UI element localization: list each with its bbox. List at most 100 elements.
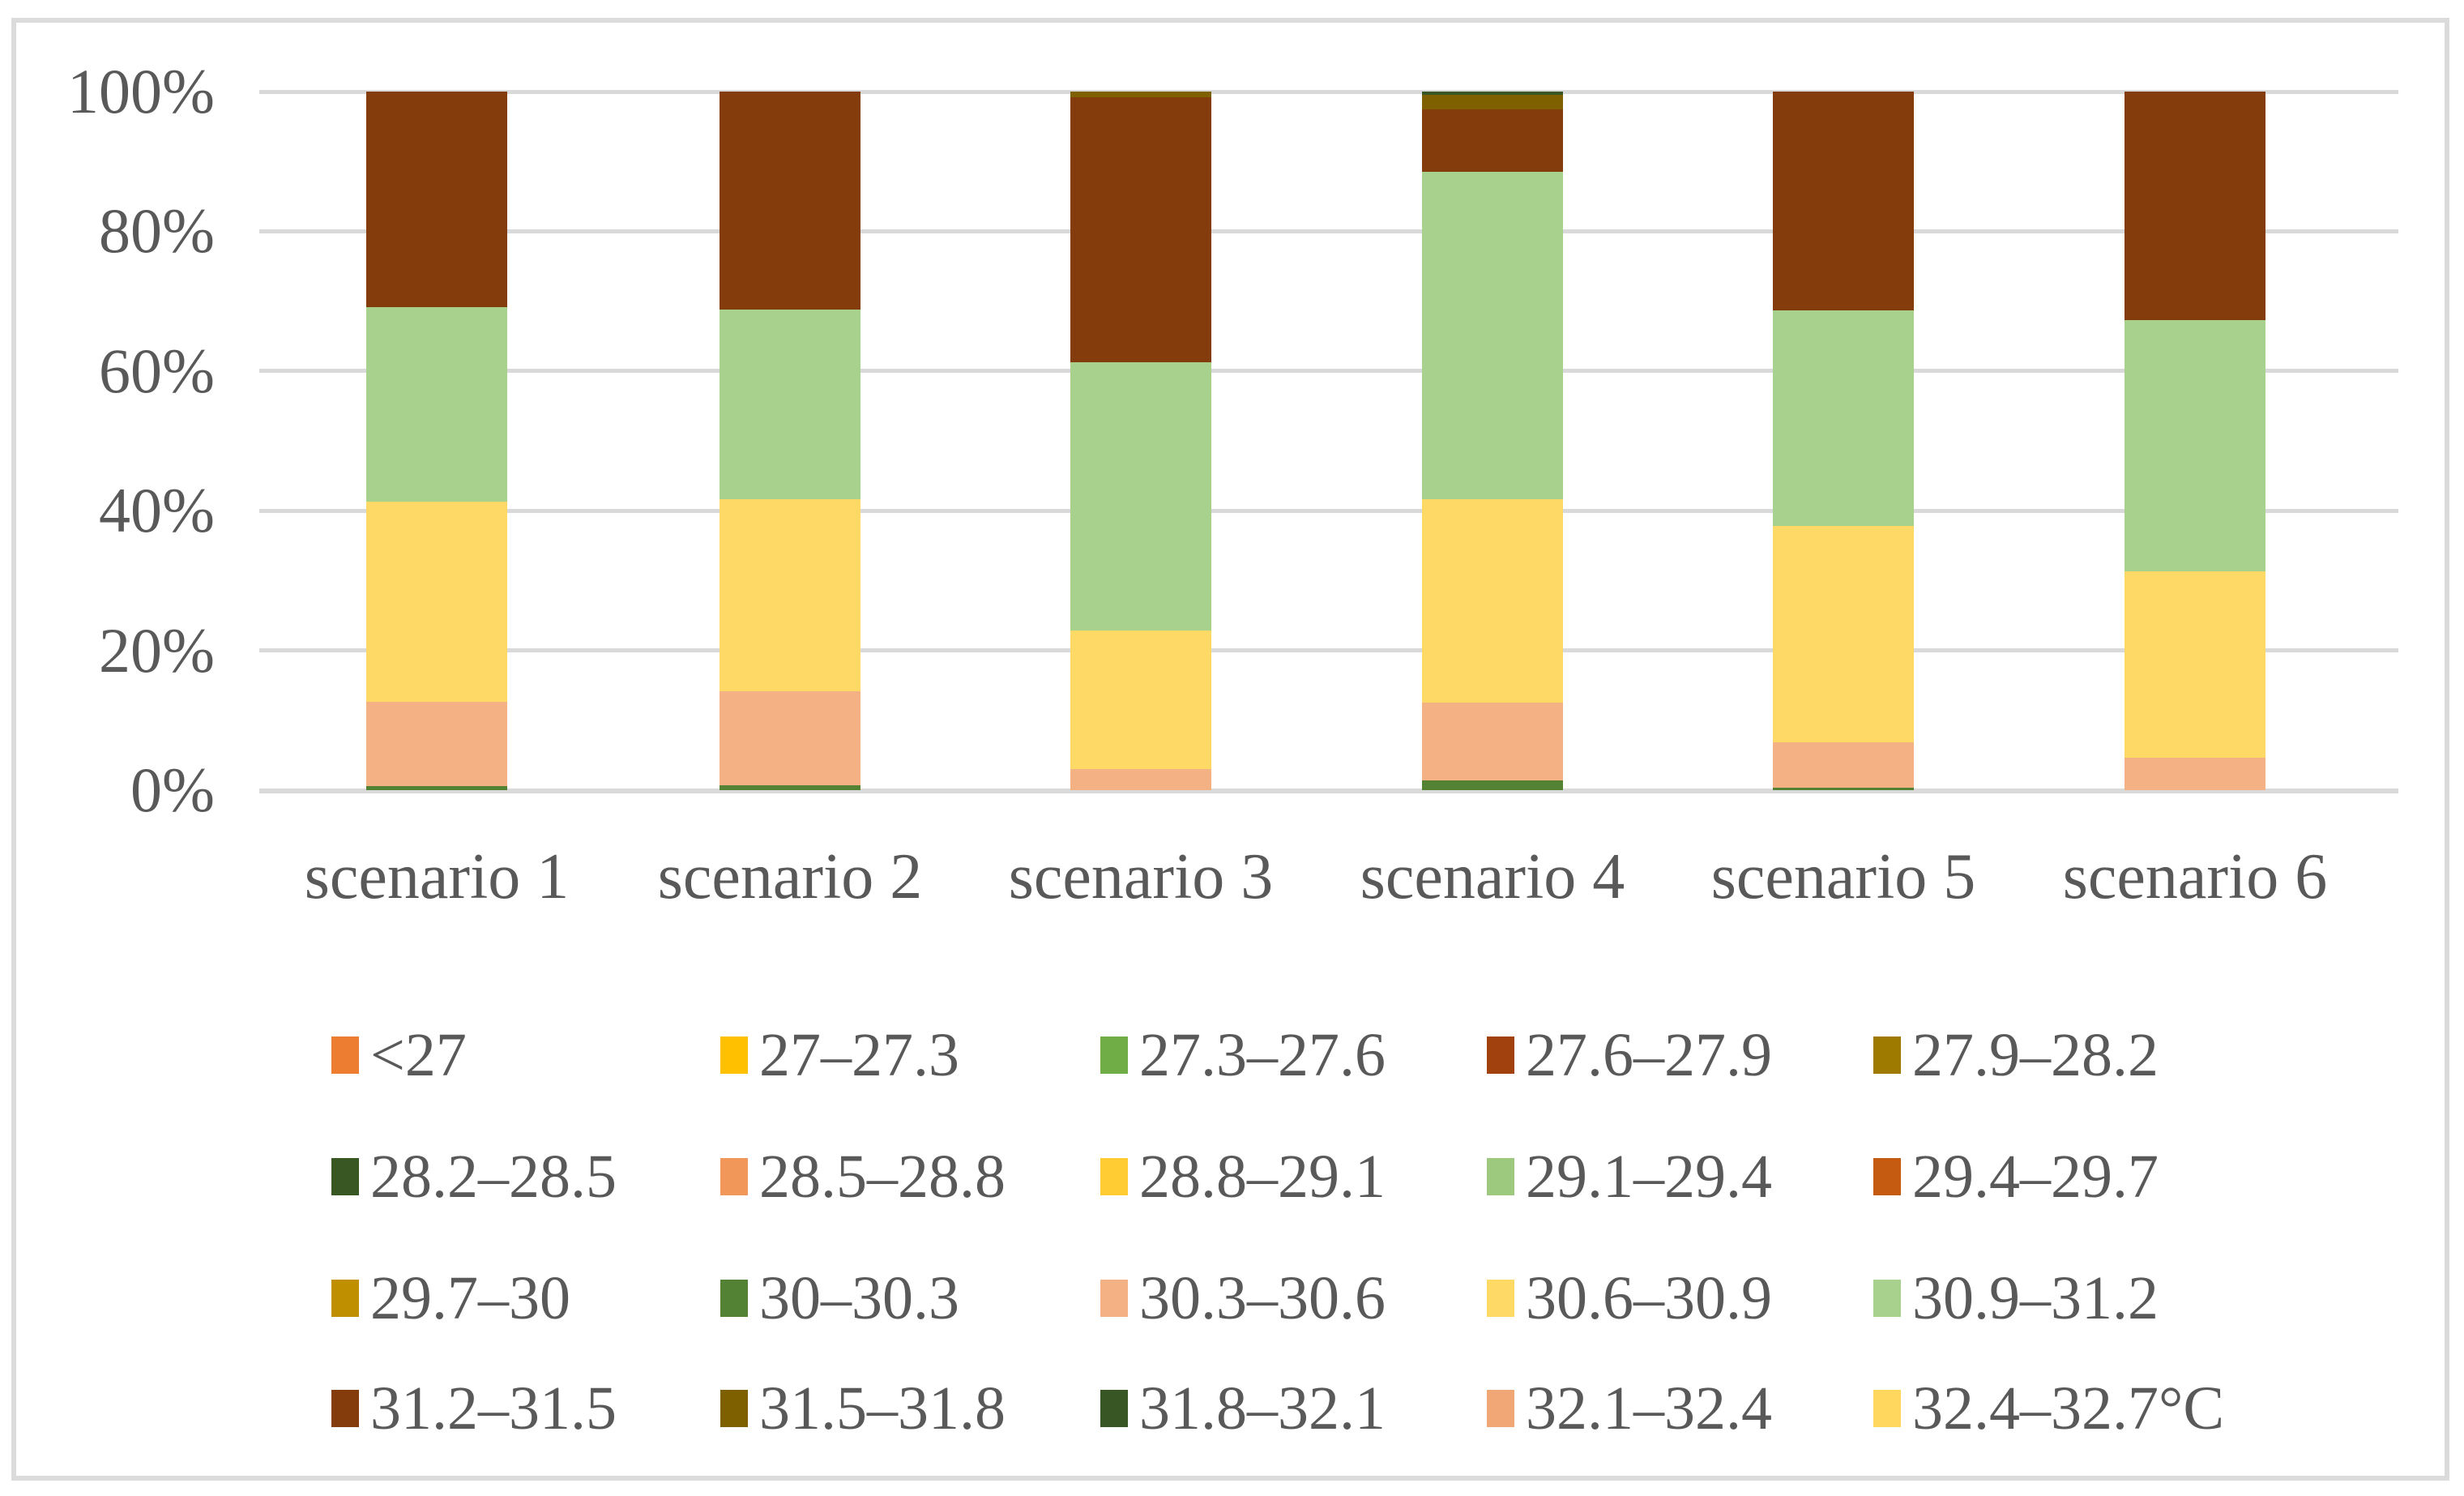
legend-color-swatch [1487,1158,1514,1195]
legend-color-swatch [1100,1158,1128,1195]
bar-segment-30-6-30-9 [1070,630,1211,770]
legend-color-swatch [720,1037,748,1074]
legend-label: 28.2–28.5 [370,1143,617,1211]
legend-item-28-8-29-1: 28.8–29.1 [1100,1144,1386,1209]
bar-segment-31-2-31-5 [1070,96,1211,362]
bar-segment-30-6-30-9 [366,502,507,702]
bar-segment-31-5-31-8 [1070,92,1211,97]
legend-color-swatch [1873,1280,1901,1317]
y-axis-tick-label: 80% [99,195,215,267]
legend-item-27-27-3: 27–27.3 [720,1023,959,1088]
legend-color-swatch [1487,1280,1514,1317]
legend-item-30-3-30-6: 30.3–30.6 [1100,1266,1386,1331]
bar-segment-31-2-31-5 [1422,109,1563,173]
bar-segment-30-3-30-6 [720,690,860,785]
legend-color-swatch [1100,1037,1128,1074]
x-axis-category-label: scenario 5 [1710,841,1976,913]
bar-segment-30-3-30-6 [366,701,507,786]
stacked-bar-2 [720,92,860,790]
legend-label: 28.5–28.8 [759,1143,1006,1211]
bar-segment-30-9-31-2 [366,307,507,502]
bar-segment-30-9-31-2 [2125,319,2265,572]
x-axis-category-label: scenario 1 [304,841,570,913]
legend-label: 29.4–29.7 [1912,1143,2159,1211]
y-axis-tick-label: 40% [99,475,215,546]
legend-color-swatch [720,1390,748,1427]
legend-item-27-9-28-2: 27.9–28.2 [1873,1023,2159,1088]
bar-segment-30-30-3 [366,785,507,790]
legend-color-swatch [1873,1037,1901,1074]
legend-item-30-9-31-2: 30.9–31.2 [1873,1266,2159,1331]
bar-segment-30-6-30-9 [1773,526,1914,743]
legend-label: 27–27.3 [759,1021,959,1089]
legend-color-swatch [331,1280,359,1317]
legend-color-swatch [1487,1037,1514,1074]
bar-segment-30-30-3 [1773,787,1914,790]
legend-label: 31.2–31.5 [370,1374,617,1443]
stacked-bar-1 [366,92,507,790]
bar-segment-30-6-30-9 [720,498,860,691]
legend-color-swatch [1487,1390,1514,1427]
bar-segment-31-2-31-5 [1773,92,1914,310]
gridline-80 [259,229,2398,233]
bar-segment-30-9-31-2 [1070,361,1211,631]
legend-color-swatch [720,1158,748,1195]
legend-color-swatch [331,1158,359,1195]
legend-color-swatch [1100,1280,1128,1317]
legend-label: <27 [370,1021,467,1089]
legend-item-29-1-29-4: 29.1–29.4 [1487,1144,1772,1209]
legend-label: 30.3–30.6 [1139,1264,1386,1332]
legend-color-swatch [1873,1390,1901,1427]
y-axis-tick-label: 0% [130,754,215,825]
bar-segment-31-2-31-5 [720,92,860,310]
legend-item-29-7-30: 29.7–30 [331,1266,570,1331]
bar-segment-30-3-30-6 [1070,769,1211,790]
bar-segment-30-3-30-6 [1422,703,1563,780]
legend-item-31-2-31-5: 31.2–31.5 [331,1376,617,1441]
legend-label: 28.8–29.1 [1139,1143,1386,1211]
legend-item-32-1-32-4: 32.1–32.4 [1487,1376,1772,1441]
bar-segment-30-9-31-2 [720,309,860,499]
bar-segment-31-5-31-8 [1422,95,1563,110]
gridline-20 [259,648,2398,653]
bar-segment-30-9-31-2 [1773,310,1914,527]
gridline-0 [259,788,2398,793]
legend-color-swatch [1873,1158,1901,1195]
legend-color-swatch [331,1390,359,1427]
legend-label: 32.1–32.4 [1526,1374,1772,1443]
bar-segment-31-2-31-5 [2125,92,2265,320]
legend-item-27-3-27-6: 27.3–27.6 [1100,1023,1386,1088]
legend-label: 30–30.3 [759,1264,959,1332]
x-axis-category-label: scenario 4 [1360,841,1625,913]
gridline-100 [259,89,2398,94]
bar-segment-31-8-32-1 [1422,92,1563,96]
legend-color-swatch [331,1037,359,1074]
legend-label: 27.9–28.2 [1912,1021,2159,1089]
legend-label: 31.8–32.1 [1139,1374,1386,1443]
legend-label: 29.1–29.4 [1526,1143,1772,1211]
legend-item-31-8-32-1: 31.8–32.1 [1100,1376,1386,1441]
bar-segment-30-6-30-9 [1422,499,1563,703]
bar-segment-31-2-31-5 [366,92,507,308]
stacked-bar-3 [1070,92,1211,790]
legend-item-27-6-27-9: 27.6–27.9 [1487,1023,1772,1088]
x-axis-category-label: scenario 2 [657,841,923,913]
legend-item-<27: <27 [331,1023,467,1088]
legend-item-28-2-28-5: 28.2–28.5 [331,1144,617,1209]
legend-color-swatch [1100,1390,1128,1427]
bar-segment-30-6-30-9 [2125,571,2265,759]
legend-label: 27.3–27.6 [1139,1021,1386,1089]
legend-item-28-5-28-8: 28.5–28.8 [720,1144,1006,1209]
gridline-60 [259,369,2398,374]
legend-label: 32.4–32.7°C [1912,1374,2225,1443]
bar-segment-30-9-31-2 [1422,172,1563,500]
legend-label: 29.7–30 [370,1264,570,1332]
bar-segment-30-30-3 [1422,780,1563,790]
stacked-bar-5 [1773,92,1914,790]
legend-item-30-30-3: 30–30.3 [720,1266,959,1331]
legend-item-30-6-30-9: 30.6–30.9 [1487,1266,1772,1331]
legend-label: 27.6–27.9 [1526,1021,1772,1089]
legend-label: 31.5–31.8 [759,1374,1006,1443]
bar-segment-30-30-3 [720,784,860,790]
y-axis-tick-label: 60% [99,335,215,406]
